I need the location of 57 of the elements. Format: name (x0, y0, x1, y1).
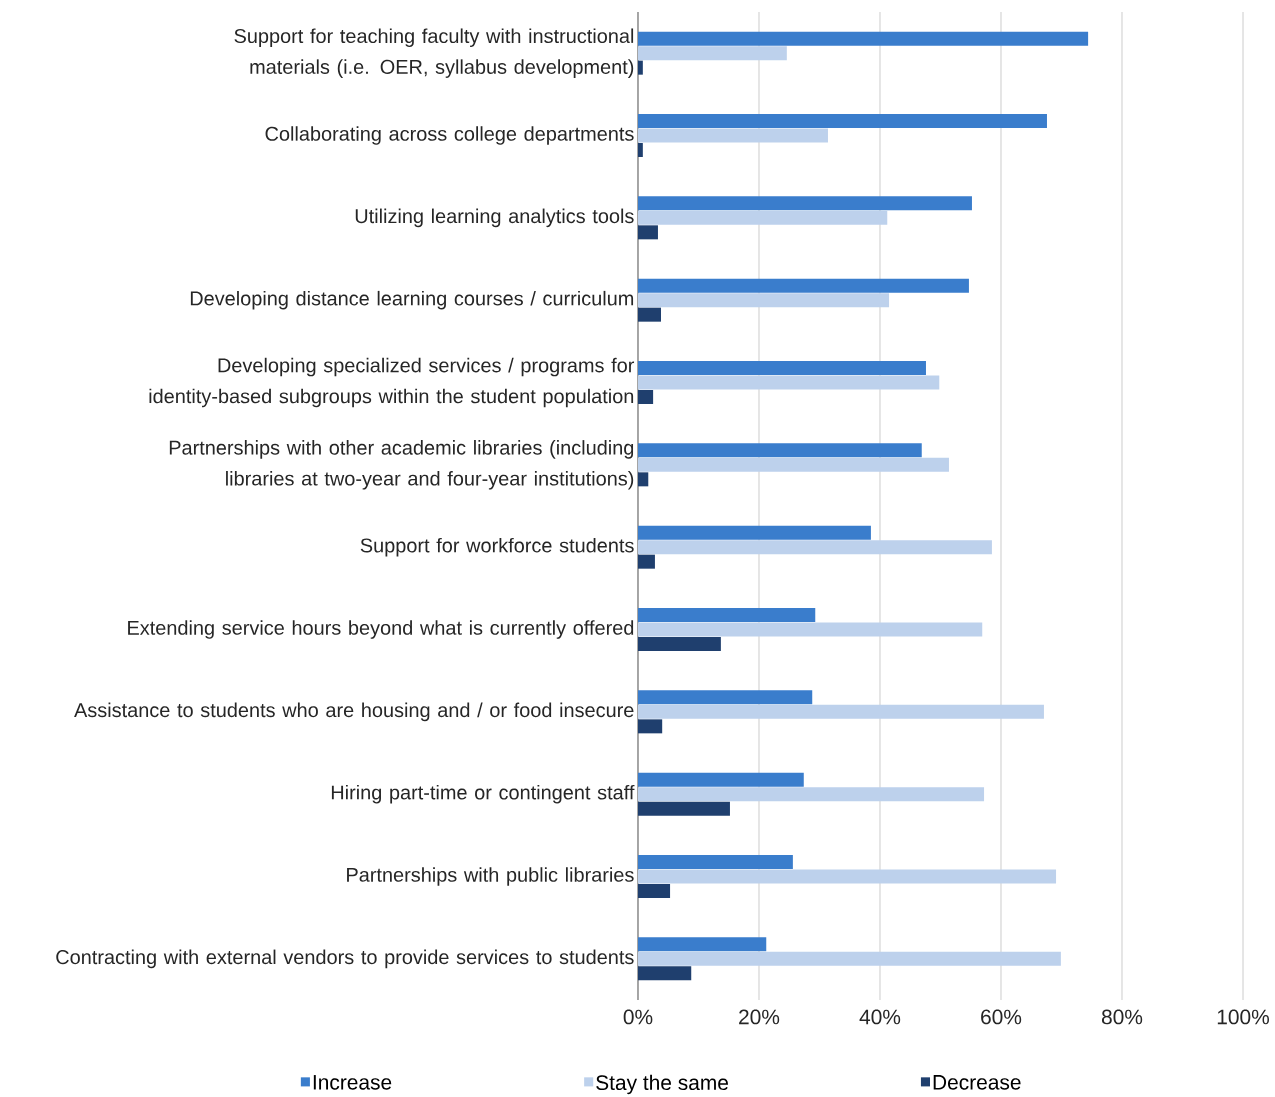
x-tick-label: 100% (1217, 1009, 1269, 1025)
y-tick-label: Assistance to students who are housing and / or food insecure (74, 702, 634, 722)
y-tick-label: Contracting with external vendors to provide services to students (56, 949, 634, 969)
x-tick-label: 0% (623, 1009, 653, 1025)
y-tick-label: Utilizing learning analytics tools (355, 208, 634, 228)
bar (637, 719, 663, 734)
bar (637, 525, 871, 540)
bar (637, 966, 692, 981)
x-tick-label: 20% (739, 1009, 780, 1025)
bar (637, 884, 671, 899)
bar (637, 554, 655, 569)
bar (637, 390, 654, 405)
bar (637, 443, 922, 458)
y-tick-label: Collaborating across college departments (265, 126, 634, 145)
bar (637, 855, 793, 870)
y-tick-label: Support for workforce students (360, 537, 634, 557)
bar (637, 951, 1061, 966)
bar (637, 31, 1089, 46)
y-tick-label: Developing distance learning courses / curriculum (190, 290, 634, 310)
bar (637, 278, 969, 293)
x-tick-label: 40% (859, 1009, 901, 1025)
bar (637, 801, 730, 816)
bar (637, 622, 983, 637)
bar (637, 196, 972, 211)
bar (637, 375, 940, 390)
bar (637, 869, 1057, 884)
bar (637, 608, 816, 623)
legend-label: Decrease (933, 1075, 1021, 1090)
y-tick-label: Developing specialized services / programs for identity-based subgroups within the student population (149, 357, 635, 408)
bar (637, 787, 985, 802)
bar (637, 210, 888, 225)
y-tick-label: Extending service hours beyond what is currently offered (128, 620, 634, 639)
bar (637, 293, 890, 308)
bar (637, 307, 661, 322)
legend-label: Increase (313, 1075, 392, 1090)
bar (637, 128, 828, 143)
y-tick-label: Partnerships with public libraries (347, 867, 634, 886)
bar (637, 690, 813, 705)
bar (637, 637, 721, 652)
y-tick-label: Hiring part-time or contingent staff (331, 784, 635, 804)
bar (637, 225, 658, 240)
bar (637, 143, 643, 157)
bar (637, 772, 804, 787)
x-tick-label: 60% (981, 1009, 1022, 1025)
bar (637, 472, 649, 487)
y-tick-label: Partnerships with other academic libraries (including libraries at two-year and four-year institutions) (169, 440, 634, 490)
bar (637, 937, 767, 952)
bar (637, 704, 1044, 719)
bar (637, 60, 643, 75)
bar (637, 46, 787, 61)
bar (637, 457, 949, 472)
legend-label: Stay the same (596, 1074, 728, 1095)
bar (637, 540, 992, 555)
x-tick-label: 80% (1101, 1009, 1143, 1025)
y-tick-label: Support for teaching faculty with instructional materials (i.e. OER, syllabus development) (234, 28, 634, 78)
bar (637, 114, 1047, 128)
bar (637, 361, 926, 375)
